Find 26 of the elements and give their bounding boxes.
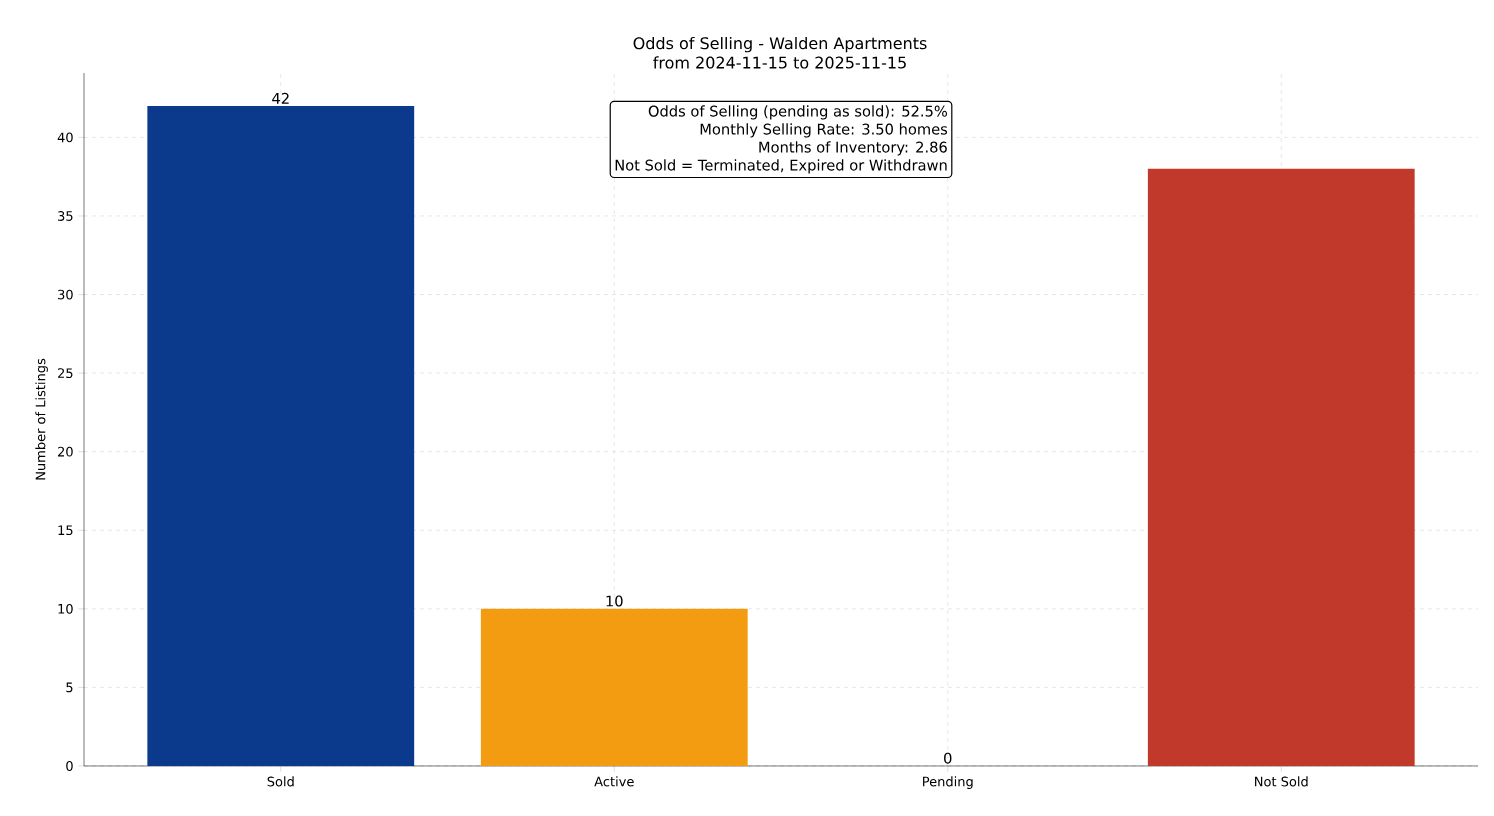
annotation: Not Sold = Terminated, Expired or Withdrawn <box>615 159 947 174</box>
y-tick-label: 25 <box>58 368 73 379</box>
y-tick-label: 0 <box>66 761 73 771</box>
x-tick-label: Sold <box>267 776 294 787</box>
data-label: 0 <box>944 752 952 764</box>
x-tick-label: Not Sold <box>1255 776 1308 787</box>
x-tick-label: Pending <box>923 776 973 789</box>
annotation: Months of Inventory: 2.86 <box>759 141 947 156</box>
bar <box>480 608 748 766</box>
x-tick-label: Active <box>594 776 634 787</box>
annotation: Odds of Selling (pending as sold): 52.5% <box>648 105 948 120</box>
y-axis-title: Number of Listings <box>35 358 48 480</box>
chart-subtitle: from 2024-11-15 to 2025-11-15 <box>653 56 906 69</box>
y-tick-label: 5 <box>66 682 73 693</box>
y-tick-label: 10 <box>58 603 73 614</box>
y-tick-label: 20 <box>58 446 73 457</box>
y-tick-label: 15 <box>58 525 73 536</box>
data-label: 10 <box>606 595 623 607</box>
annotation: Monthly Selling Rate: 3.50 homes <box>700 123 948 138</box>
chart-title: Odds of Selling - Walden Apartments <box>633 36 927 53</box>
data-label: 42 <box>272 92 289 104</box>
y-tick-label: 40 <box>57 132 73 143</box>
bar <box>1147 168 1415 766</box>
y-tick-label: 30 <box>58 289 73 300</box>
y-tick-label: 35 <box>58 211 73 221</box>
bar <box>147 105 415 766</box>
